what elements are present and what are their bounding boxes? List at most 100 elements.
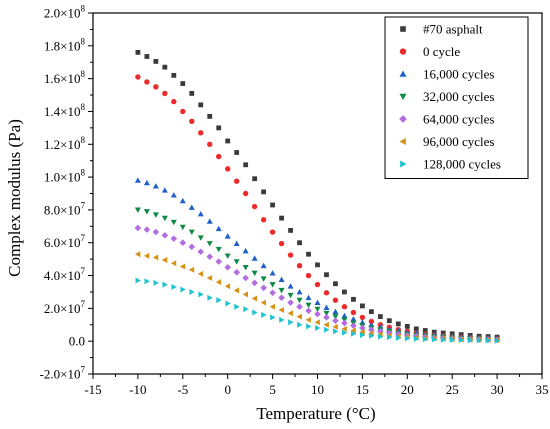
legend-marker: [399, 70, 407, 77]
data-point: [377, 328, 384, 335]
legend: #70 asphalt 0 cycle 16,000 cycles 32,000 cy…: [384, 16, 529, 179]
data-point: [170, 219, 177, 226]
data-point: [296, 288, 303, 295]
data-point: [224, 233, 231, 239]
x-tick-label: -10: [129, 382, 146, 397]
data-point: [198, 130, 204, 136]
data-point: [188, 204, 195, 210]
data-point: [360, 331, 366, 338]
data-point: [179, 263, 186, 270]
data-point: [135, 74, 141, 80]
data-point: [242, 247, 249, 254]
data-point: [134, 251, 141, 258]
data-point: [170, 260, 177, 267]
data-point: [323, 314, 330, 321]
data-point: [360, 303, 365, 309]
data-point: [306, 251, 311, 257]
data-point: [269, 229, 276, 235]
data-point: [216, 153, 222, 160]
x-tick-label: -15: [84, 382, 101, 397]
data-point: [315, 262, 320, 268]
legend-marker: [400, 160, 407, 168]
data-point: [224, 253, 231, 259]
data-point: [269, 289, 276, 297]
data-point: [161, 187, 168, 193]
data-point: [170, 235, 178, 242]
data-point: [189, 288, 195, 295]
x-tick-label: 25: [446, 382, 459, 397]
data-point: [215, 258, 223, 265]
data-point: [144, 54, 150, 59]
data-point: [233, 259, 240, 265]
data-point: [143, 252, 150, 259]
data-point: [297, 240, 302, 246]
data-point: [242, 274, 249, 282]
data-point: [377, 314, 383, 319]
data-point: [251, 295, 258, 302]
data-point: [171, 98, 177, 105]
data-point: [413, 335, 420, 342]
data-point: [323, 310, 330, 317]
data-point: [422, 328, 428, 333]
data-point: [261, 311, 267, 318]
y-tick-label: 0.0: [69, 334, 85, 349]
data-point: [179, 197, 186, 204]
data-point: [252, 309, 258, 316]
data-point: [152, 228, 160, 236]
y-tick-label: 6.0×107: [44, 233, 86, 250]
data-point: [297, 321, 303, 328]
data-point: [332, 314, 339, 320]
data-point: [359, 314, 366, 321]
data-point: [206, 241, 213, 247]
data-point: [323, 321, 329, 328]
data-point: [351, 330, 357, 337]
data-point: [161, 215, 168, 222]
data-point: [278, 276, 285, 283]
data-point: [225, 166, 231, 172]
legend-label: #70 asphalt: [423, 22, 483, 37]
data-point: [225, 300, 231, 307]
data-point: [314, 299, 321, 306]
data-point: [296, 313, 302, 320]
data-point: [251, 279, 258, 287]
data-point: [134, 177, 141, 183]
legend-label: 16,000 cycles: [423, 67, 494, 82]
data-point: [323, 290, 330, 296]
x-tick-label: 15: [356, 382, 369, 397]
y-tick-label: 1.4×108: [44, 102, 86, 119]
data-point: [431, 336, 438, 343]
legend-label: 64,000 cycles: [423, 112, 494, 127]
data-point: [162, 90, 168, 97]
data-point: [162, 281, 168, 288]
data-point: [341, 312, 348, 319]
data-point: [368, 309, 374, 315]
data-point: [296, 263, 303, 269]
data-points: [134, 49, 501, 344]
data-point: [422, 336, 429, 343]
data-point: [260, 262, 267, 269]
data-point: [350, 309, 357, 316]
data-point: [153, 59, 159, 64]
legend-label: 128,000 cycles: [423, 157, 501, 172]
data-point: [278, 240, 285, 247]
data-point: [476, 337, 483, 344]
legend-marker: [399, 93, 407, 100]
data-point: [305, 294, 312, 301]
x-tick-label: 5: [269, 382, 276, 397]
data-point: [296, 303, 303, 311]
data-point: [368, 318, 375, 325]
data-point: [197, 235, 204, 241]
data-point: [288, 319, 294, 326]
data-point: [234, 303, 240, 310]
data-point: [269, 270, 276, 276]
y-tick-label: 1.6×108: [44, 69, 86, 86]
ticks: -15 -10 -5 0 5 10 15 20 25 30 35 -2.0×107 0.0 2.0×107…: [40, 4, 549, 398]
data-point: [270, 202, 275, 208]
y-tick-label: -2.0×107: [40, 365, 86, 382]
data-point: [242, 291, 249, 298]
data-point: [233, 287, 240, 294]
data-point: [296, 297, 303, 304]
x-tick-label: 35: [536, 382, 549, 397]
data-point: [305, 316, 311, 323]
data-point: [152, 183, 159, 189]
